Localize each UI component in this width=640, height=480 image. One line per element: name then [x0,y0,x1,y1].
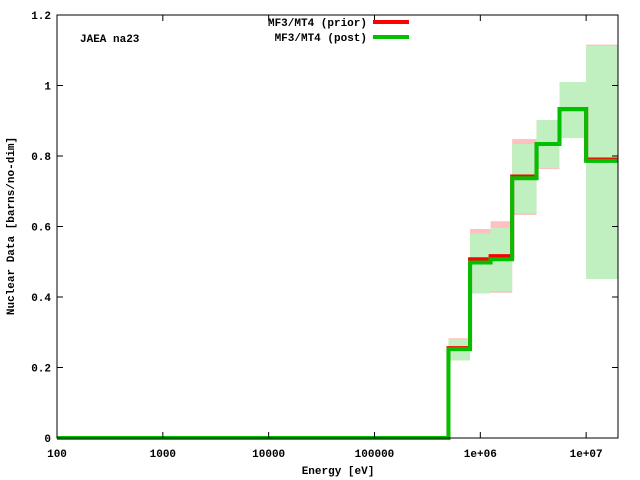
y-tick-label: 1.2 [31,11,51,23]
y-tick-label: 0.2 [31,364,51,376]
x-tick-label: 1e+07 [570,449,603,461]
annotation-label: JAEA na23 [80,34,140,46]
plot-frame [56,14,619,439]
legend-label-prior: MF3/MT4 (prior) [268,18,367,30]
y-tick-label: 0.4 [31,293,51,305]
legend-label-post: MF3/MT4 (post) [275,33,367,45]
x-tick-label: 10000 [252,449,285,461]
y-tick-label: 0 [44,434,51,446]
x-axis-label: Energy [eV] [302,466,375,478]
x-tick-label: 100000 [355,449,395,461]
x-tick-label: 1000 [150,449,176,461]
y-tick-label: 1 [44,82,51,94]
y-axis-label: Nuclear Data [barns/no-dim] [6,137,18,315]
series-line-post [57,107,618,440]
y-tick-label: 0.6 [31,223,51,235]
y-tick-label: 0.8 [31,152,51,164]
x-tick-label: 100 [47,449,67,461]
x-tick-label: 1e+06 [464,449,497,461]
